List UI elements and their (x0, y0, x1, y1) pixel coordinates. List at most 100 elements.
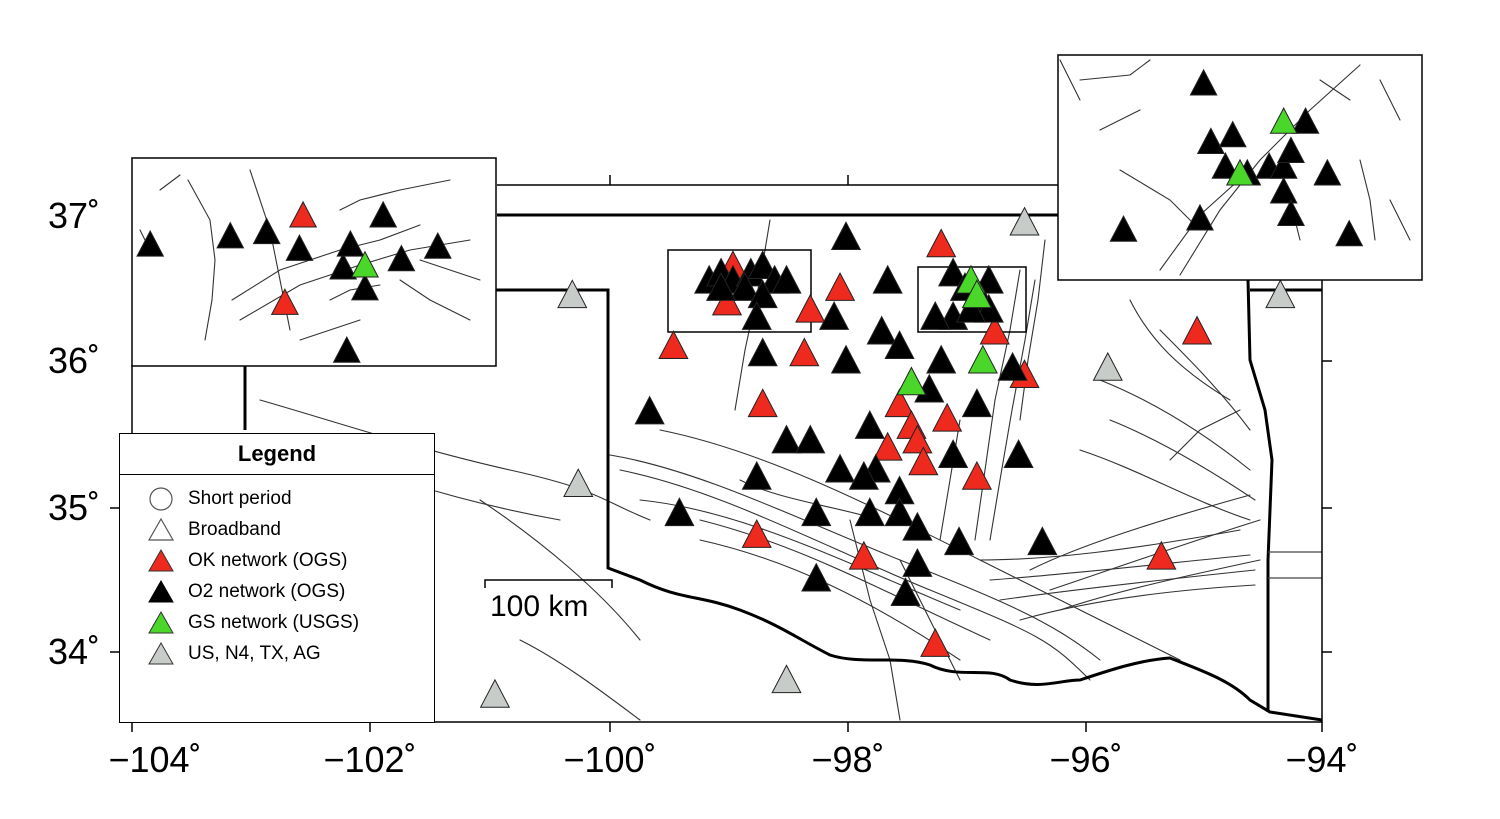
us-n4-tx-ag-station-marker (1265, 279, 1296, 309)
us-n4-tx-ag-station-marker (563, 468, 594, 498)
ok-network-station-marker (908, 446, 939, 476)
o2-network-station-marker (1291, 107, 1320, 134)
left-inset (131, 157, 497, 367)
o2-network-station-marker (1276, 136, 1305, 164)
legend-label: US, N4, TX, AG (188, 643, 321, 664)
x-tick-label: −96˚ (1049, 739, 1122, 780)
black-triangle-icon (148, 579, 174, 603)
x-axis-labels: −104˚ −102˚ −100˚ −98˚ −96˚ −94˚ (108, 739, 1358, 780)
right-inset (1057, 54, 1423, 281)
o2-network-station-marker (818, 301, 850, 330)
ok-network-station-marker (979, 315, 1010, 345)
o2-network-station-marker (1276, 199, 1305, 227)
us-n4-tx-ag-station-marker (1092, 351, 1123, 381)
x-tick-label: −100˚ (563, 739, 656, 780)
ok-network-station-marker (848, 540, 879, 570)
o2-network-station-marker (350, 273, 379, 301)
gs-network-station-marker (961, 279, 993, 309)
ok-network-station-marker (795, 293, 826, 323)
o2-network-station-marker (747, 337, 778, 367)
o2-network-station-marker (1003, 439, 1034, 468)
legend-label: Broadband (188, 519, 281, 540)
ok-network-station-marker (741, 518, 772, 548)
red-triangle-icon (148, 548, 174, 572)
x-tick-label: −102˚ (323, 739, 416, 780)
legend-item-o2-network: O2 network (OGS) (146, 577, 345, 607)
ok-network-station-marker (289, 200, 318, 228)
o2-network-station-marker (854, 410, 885, 439)
o2-network-station-marker (1269, 176, 1298, 204)
o2-network-station-marker (1211, 152, 1240, 179)
legend-label: OK network (OGS) (188, 550, 348, 571)
inset-a-outline (667, 249, 812, 333)
gs-network-station-marker (1225, 158, 1255, 186)
o2-network-station-marker (136, 229, 165, 257)
o2-network-station-marker (423, 231, 452, 259)
o2-network-station-marker (801, 562, 832, 592)
o2-network-station-marker (634, 395, 665, 425)
ok-network-station-marker (961, 460, 993, 490)
o2-network-station-marker (1313, 158, 1342, 186)
o2-network-station-marker (1335, 219, 1364, 247)
o2-network-station-marker (285, 234, 314, 261)
gs-network-station-marker (896, 366, 927, 396)
legend-item-us-n4-tx-ag: US, N4, TX, AG (146, 639, 321, 669)
o2-network-station-marker (387, 244, 416, 272)
o2-network-station-marker (369, 200, 398, 228)
gs-network-station-marker (350, 250, 379, 278)
x-tick-label: −94˚ (1285, 739, 1358, 780)
o2-network-station-marker (329, 252, 358, 280)
o2-network-station-marker (937, 439, 969, 468)
ok-network-station-marker (270, 288, 299, 315)
triangle-outline-icon (147, 517, 175, 541)
ok-network-station-marker (872, 431, 903, 461)
o2-network-station-marker (937, 257, 969, 287)
ok-network-station-marker (1181, 315, 1213, 345)
legend-label: GS network (USGS) (188, 612, 360, 633)
legend-item-ok-network: OK network (OGS) (146, 546, 347, 576)
o2-network-station-marker (926, 344, 957, 374)
legend-item-short-period: Short period (146, 484, 292, 514)
ok-network-station-marker (932, 402, 963, 432)
o2-network-station-marker (801, 497, 832, 527)
o2-network-station-marker (890, 577, 921, 606)
us-n4-tx-ag-station-marker (479, 678, 511, 708)
o2-network-station-marker (252, 217, 281, 245)
y-axis-labels: 37˚ 36˚ 35˚ 34˚ (48, 195, 100, 672)
left-inset-stations (136, 200, 452, 363)
o2-network-station-marker (1109, 215, 1138, 242)
legend: Legend Short period Broadband OK network… (119, 433, 435, 723)
legend-label: O2 network (OGS) (188, 581, 346, 602)
state-boundary (243, 213, 1323, 722)
o2-network-station-marker (336, 229, 365, 257)
o2-network-station-marker (741, 460, 772, 490)
o2-network-station-marker (771, 424, 802, 454)
us-n4-tx-ag-station-marker (771, 664, 802, 694)
ok-network-station-marker (658, 330, 689, 359)
scale-bar (484, 579, 613, 588)
o2-network-station-marker (741, 301, 772, 330)
legend-label: Short period (188, 488, 292, 509)
o2-network-station-marker (332, 335, 361, 363)
x-tick-label: −98˚ (811, 739, 884, 780)
us-n4-tx-ag-station-marker (1009, 206, 1040, 236)
legend-title: Legend (120, 434, 434, 475)
map-frame (110, 175, 1332, 732)
x-tick-label: −104˚ (108, 739, 201, 780)
gs-network-station-marker (967, 344, 998, 374)
o2-network-station-marker (747, 250, 778, 280)
ok-network-station-marker (902, 424, 933, 454)
legend-item-gs-network: GS network (USGS) (146, 608, 359, 638)
o2-network-station-marker (955, 293, 987, 323)
o2-network-station-marker (902, 511, 933, 541)
circle-outline-icon (149, 487, 173, 511)
o2-network-station-marker (884, 497, 915, 527)
ok-network-station-marker (926, 228, 957, 258)
o2-network-station-marker (216, 221, 245, 249)
y-tick-label: 36˚ (48, 340, 100, 381)
o2-network-station-marker (830, 344, 862, 374)
o2-network-station-marker (961, 388, 993, 418)
stations-layer (479, 206, 1296, 708)
o2-network-station-marker (1185, 203, 1214, 231)
o2-network-station-marker (747, 279, 778, 309)
